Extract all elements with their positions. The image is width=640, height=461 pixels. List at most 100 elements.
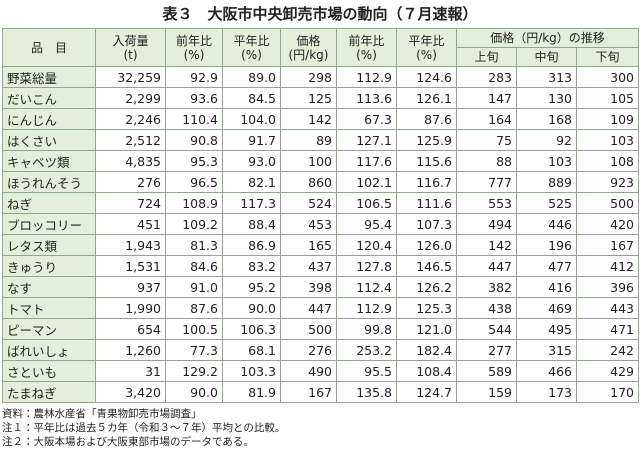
header-cell: 平年比 (%) — [396, 28, 457, 67]
value-cell: 495 — [516, 318, 577, 340]
table-row: ばれいしょ 1,260 77.3 68.1 276 253.2 182.4 277 315 242 — [2, 339, 640, 361]
table-title: 表３ 大阪市中央卸売市場の動向（７月速報） — [162, 5, 478, 23]
value-cell: 500 — [280, 318, 337, 340]
item-cell: きゅうり — [2, 255, 96, 277]
value-cell: 95.5 — [336, 360, 397, 382]
value-cell: 111.6 — [396, 192, 457, 214]
table-row: はくさい 2,512 90.8 91.7 89 127.1 125.9 75 92 103 — [2, 129, 640, 151]
value-cell: 451 — [95, 213, 166, 235]
value-cell: 466 — [516, 360, 577, 382]
header-cell: 入荷量 (t) — [95, 28, 166, 67]
value-cell: 2,512 — [95, 129, 166, 151]
value-cell: 471 — [575, 318, 640, 340]
header-text: (%) — [183, 47, 205, 62]
header-text: 前年比 — [175, 33, 212, 48]
value-cell: 494 — [456, 213, 517, 235]
header-text: 入荷量 — [112, 33, 149, 48]
value-cell: 173 — [516, 381, 577, 403]
value-cell: 170 — [575, 381, 640, 403]
value-cell: 103 — [575, 129, 640, 151]
value-cell: 87.6 — [396, 108, 457, 130]
value-cell: 106.3 — [222, 318, 281, 340]
value-cell: 453 — [280, 213, 337, 235]
value-cell: 90.0 — [222, 297, 281, 319]
header-text: (円/kg) — [288, 47, 329, 62]
value-cell: 108 — [575, 150, 640, 172]
value-cell: 84.6 — [165, 255, 223, 277]
item-cell: ばれいしょ — [2, 339, 96, 361]
value-cell: 159 — [456, 381, 517, 403]
header-cell: 前年比 (%) — [336, 28, 397, 67]
item-cell: だいこん — [2, 87, 96, 109]
value-cell: 724 — [95, 192, 166, 214]
table-row: キャベツ類 4,835 95.3 93.0 100 117.6 115.6 88 103 108 — [2, 150, 640, 172]
item-cell: ねぎ — [2, 192, 96, 214]
value-cell: 102.1 — [336, 171, 397, 193]
value-cell: 127.1 — [336, 129, 397, 151]
header-row: 品 目入荷量 (t) 前年比 (%) 平年比 (%) 価格 (円/kg) 前年比 (%) 平年比 (%… — [2, 28, 640, 67]
table-row: だいこん 2,299 93.6 84.5 125 113.6 126.1 147 130 105 — [2, 87, 640, 109]
value-cell: 196 — [516, 234, 577, 256]
notes: 資料：農林水産省「青果物卸売市場調査」 注１：平年比は過去５カ年（令和３～７年）平… — [2, 407, 640, 449]
value-cell: 524 — [280, 192, 337, 214]
value-cell: 447 — [456, 255, 517, 277]
value-cell: 75 — [456, 129, 517, 151]
value-cell: 277 — [456, 339, 517, 361]
item-cell: にんじん — [2, 108, 96, 130]
table-row: ほうれんそう 276 96.5 82.1 860 102.1 116.7 777 889 923 — [2, 171, 640, 193]
value-cell: 83.2 — [222, 255, 281, 277]
note: 注１：平年比は過去５カ年（令和３～７年）平均との比較。 — [2, 422, 286, 434]
value-cell: 164 — [456, 108, 517, 130]
value-cell: 96.5 — [165, 171, 223, 193]
value-cell: 120.4 — [336, 234, 397, 256]
header-text: 品 目 — [30, 40, 67, 55]
value-cell: 117.6 — [336, 150, 397, 172]
table-row: トマト 1,990 87.6 90.0 447 112.9 125.3 438 469 443 — [2, 297, 640, 319]
value-cell: 92 — [516, 129, 577, 151]
value-cell: 142 — [280, 108, 337, 130]
value-cell: 777 — [456, 171, 517, 193]
value-cell: 126.1 — [396, 87, 457, 109]
value-cell: 108.4 — [396, 360, 457, 382]
value-cell: 165 — [280, 234, 337, 256]
value-cell: 95.3 — [165, 150, 223, 172]
value-cell: 88 — [456, 150, 517, 172]
value-cell: 447 — [280, 297, 337, 319]
value-cell: 100 — [280, 150, 337, 172]
value-cell: 135.8 — [336, 381, 397, 403]
value-cell: 67.3 — [336, 108, 397, 130]
value-cell: 147 — [456, 87, 517, 109]
value-cell: 1,531 — [95, 255, 166, 277]
value-cell: 398 — [280, 276, 337, 298]
value-cell: 125 — [280, 87, 337, 109]
value-cell: 4,835 — [95, 150, 166, 172]
value-cell: 129.2 — [165, 360, 223, 382]
value-cell: 108.9 — [165, 192, 223, 214]
value-cell: 106.5 — [336, 192, 397, 214]
value-cell: 446 — [516, 213, 577, 235]
value-cell: 81.9 — [222, 381, 281, 403]
value-cell: 167 — [575, 234, 640, 256]
value-cell: 93.0 — [222, 150, 281, 172]
value-cell: 113.6 — [336, 87, 397, 109]
table-body: 野菜総量 32,259 92.9 89.0 298 112.9 124.6 283 313 300… — [2, 66, 640, 403]
value-cell: 2,246 — [95, 108, 166, 130]
header-row: 上旬 中旬 下旬 — [3, 47, 640, 67]
value-cell: 100.5 — [165, 318, 223, 340]
value-cell: 167 — [280, 381, 337, 403]
group-header: 価格（円/kg）の推移 — [455, 28, 640, 48]
value-cell: 92.9 — [165, 66, 223, 88]
item-cell: ブロッコリー — [2, 213, 96, 235]
value-cell: 90.0 — [165, 381, 223, 403]
value-cell: 500 — [575, 192, 640, 214]
value-cell: 107.3 — [396, 213, 457, 235]
value-cell: 103.3 — [222, 360, 281, 382]
value-cell: 126.2 — [396, 276, 457, 298]
value-cell: 469 — [516, 297, 577, 319]
table-row: たまねぎ 3,420 90.0 81.9 167 135.8 124.7 159 173 170 — [2, 381, 640, 403]
value-cell: 276 — [280, 339, 337, 361]
value-cell: 121.0 — [396, 318, 457, 340]
header-cell: 平年比 (%) — [222, 28, 281, 67]
value-cell: 32,259 — [95, 66, 166, 88]
